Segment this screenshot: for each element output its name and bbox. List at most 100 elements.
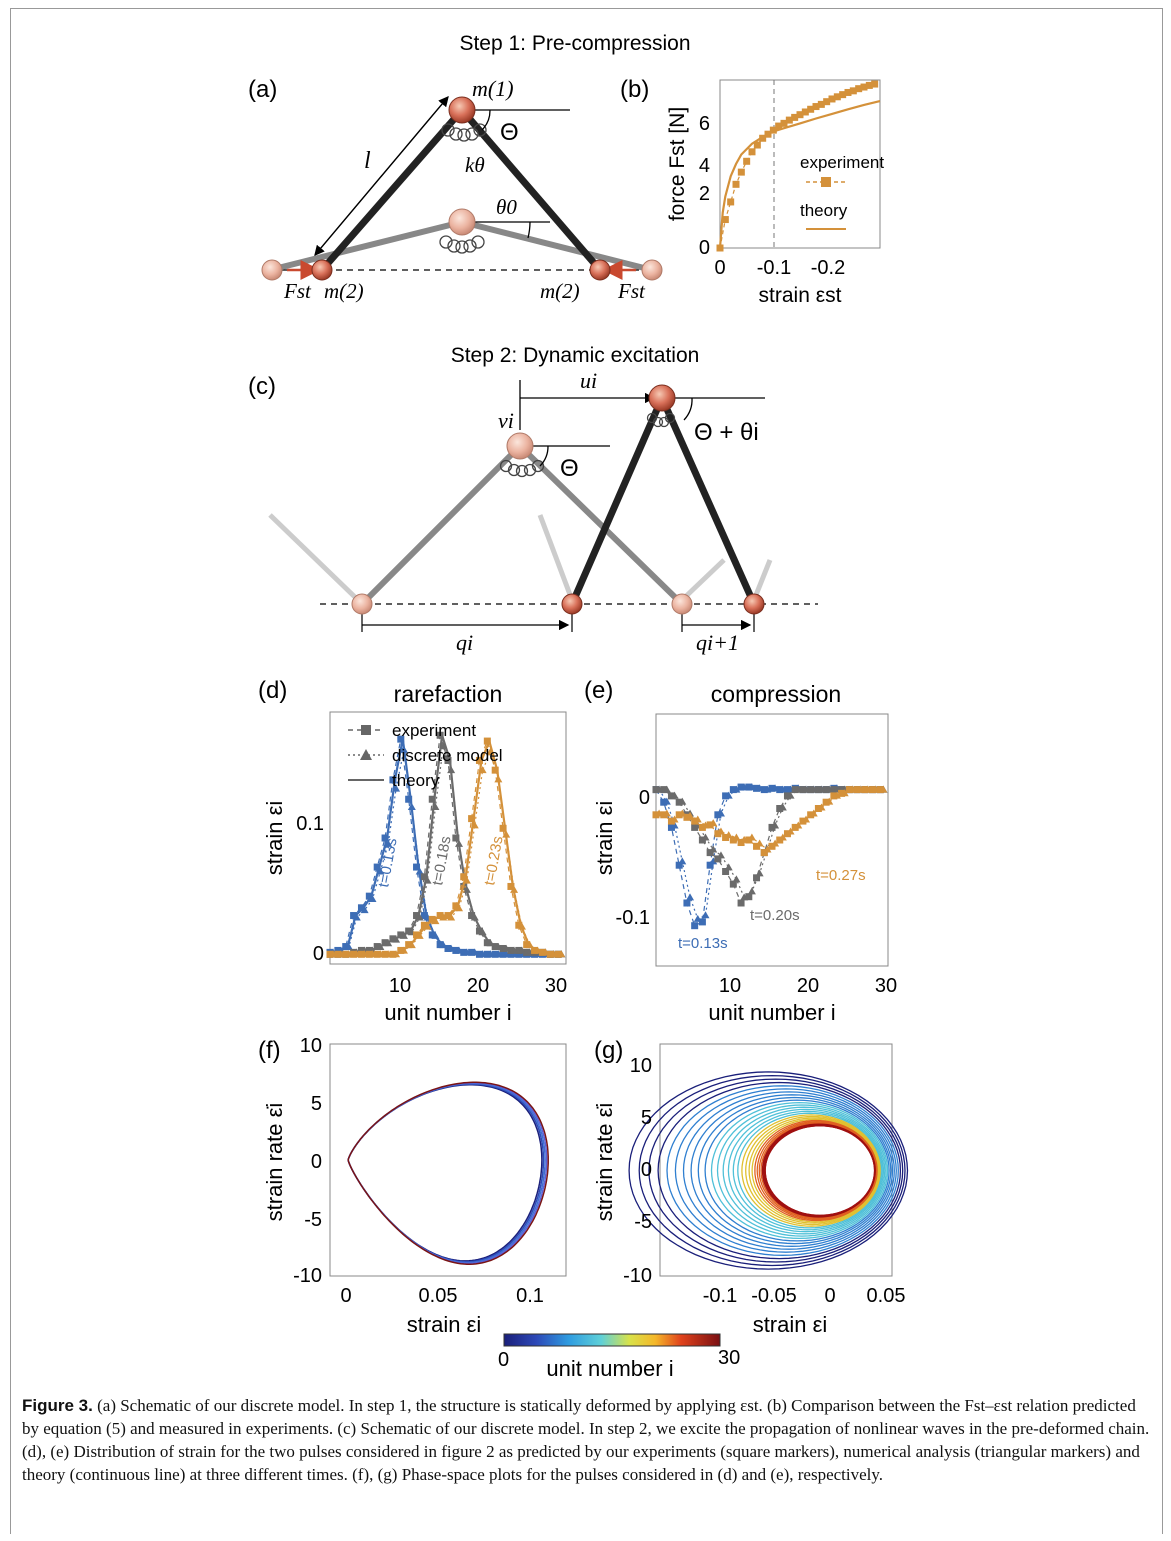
- chart-e-dm-point: [678, 797, 687, 805]
- chart-d-exp-point: [428, 931, 436, 939]
- chart-d-exp-point: [475, 756, 483, 764]
- chart-b-exp-point: [855, 85, 863, 93]
- chart-b-exp-point: [833, 93, 841, 101]
- chart-d-exp-point: [515, 921, 523, 929]
- chart-e-dm-point: [856, 785, 865, 793]
- chart-e-exp-point: [853, 786, 861, 794]
- chart-d: 0.1 0 10 20 30 unit number i strain εi e…: [262, 711, 567, 1025]
- chart-d-dm-point: [455, 946, 464, 954]
- chart-g-loop: [737, 1112, 882, 1229]
- chart-d-dm-point: [455, 904, 464, 912]
- chart-d-dm-point: [510, 885, 519, 893]
- chart-g-loop: [697, 1096, 892, 1245]
- panel-label-d: (d): [258, 677, 287, 704]
- chart-e-dm-point: [701, 833, 710, 841]
- chart-e-dm-point: [701, 911, 710, 919]
- chart-b-exp-point: [871, 80, 879, 88]
- chart-e-exp-point: [814, 805, 822, 812]
- chart-b-frame: [719, 79, 881, 249]
- chart-d-exp-point: [397, 735, 405, 743]
- chart-b-exp-point: [748, 148, 756, 156]
- chart-f-loop: [347, 1083, 545, 1263]
- chart-d-dm-point: [502, 950, 511, 958]
- chart-d-dm-point: [486, 747, 495, 755]
- chart-b-exp-point: [753, 141, 761, 149]
- chart-g-loop: [704, 1099, 890, 1242]
- chart-g-loop: [648, 1078, 904, 1263]
- colorbar-max: 30: [718, 1347, 740, 1369]
- chart-d-dm-point: [525, 941, 534, 949]
- chart-g-loop: [764, 1125, 876, 1217]
- chart-b-exp-point: [849, 87, 857, 95]
- chart-g-loop: [741, 1114, 881, 1227]
- chart-d-exp-point: [483, 737, 491, 745]
- chart-e-dm-point: [778, 785, 787, 793]
- chart-e-dm-point: [871, 785, 880, 793]
- chart-d-xtick-10: 10: [389, 975, 411, 997]
- chart-d-exp-point: [342, 950, 350, 958]
- chart-b-exp-point: [817, 100, 825, 108]
- chart-b-exp-point: [721, 216, 729, 224]
- chart-f-ytick-m10: -10: [293, 1265, 322, 1287]
- chart-g-ytick-0: 0: [641, 1159, 652, 1181]
- chart-d-dm-point: [439, 941, 448, 949]
- chart-b-exp-point: [839, 91, 847, 99]
- chart-d-exp-point: [436, 731, 444, 739]
- chart-e-exp-point: [876, 786, 884, 794]
- chart-e-ytick-m01: -0.1: [616, 907, 650, 929]
- chart-g-loop: [674, 1088, 897, 1253]
- chart-e-exp-point: [722, 868, 730, 875]
- chart-d-dm-point: [470, 913, 479, 921]
- chart-d-exp-point: [546, 950, 554, 958]
- chart-b-exp-point: [764, 130, 772, 138]
- chart-e-dm-point: [747, 833, 756, 841]
- chart-b-ytick-4: 4: [699, 155, 710, 177]
- chart-e-exp-point: [861, 786, 869, 794]
- chart-d-exp-point: [373, 863, 381, 871]
- chart-f: 10 5 0 -5 -10 0 0.05 0.1 strain εi strai…: [262, 1035, 567, 1337]
- chart-d-exp-point: [357, 946, 365, 954]
- chart-e-dm-point: [763, 845, 772, 853]
- label-v: vi: [498, 408, 514, 433]
- chart-d-exp-point: [334, 946, 342, 954]
- chart-d-title: rarefaction: [394, 681, 503, 707]
- chart-b-exp-point: [780, 119, 788, 127]
- chart-d-dm-point: [494, 942, 503, 950]
- chart-d-exp-point: [381, 950, 389, 958]
- chart-e-xtick-10: 10: [719, 975, 741, 997]
- chart-e-exp-point: [830, 792, 838, 800]
- chart-e-exp-point: [683, 813, 691, 821]
- chart-d-exp-point: [428, 795, 436, 803]
- chart-e-dm-point: [678, 857, 687, 865]
- chart-d-dm-point: [478, 766, 487, 774]
- chart-d-dm-point: [478, 928, 487, 936]
- chart-e-exp-point: [760, 786, 768, 794]
- colorbar-label: unit number i: [546, 1356, 673, 1381]
- chart-d-dm-point: [510, 946, 519, 954]
- chart-e-exp-line: [656, 789, 881, 854]
- chart-b-exp-point: [727, 198, 735, 206]
- chart-d-dm-point: [399, 745, 408, 753]
- chart-e-exp-point: [683, 899, 691, 907]
- chart-d-exp-point: [499, 950, 507, 958]
- chart-e-dm-point: [755, 869, 764, 877]
- chart-e-exp-point: [722, 792, 730, 800]
- chart-d-exp-point: [436, 912, 444, 920]
- chart-e-dm-point: [778, 803, 787, 811]
- chart-e-exp-point: [776, 786, 784, 794]
- chart-e-dm-point: [825, 797, 834, 805]
- chart-e-exp-point: [745, 893, 753, 901]
- chart-d-exp-point: [554, 950, 562, 958]
- chart-e-dm-point: [686, 893, 695, 901]
- schematic-a: m(1) Θ kθ l θ0 Fst m(2) m(2) Fst: [261, 76, 663, 303]
- chart-d-dm-point: [557, 950, 566, 958]
- chart-d-exp-point: [468, 815, 476, 823]
- chart-d-exp-point: [365, 946, 373, 954]
- chart-d-exp-point: [357, 904, 365, 912]
- chart-e-dm-point: [817, 785, 826, 793]
- chart-e-exp-point: [807, 811, 815, 819]
- chart-e-dm-point: [655, 809, 664, 817]
- chart-f-ytick-m5: -5: [304, 1209, 322, 1231]
- chart-d-dm-point: [384, 839, 393, 847]
- chart-d-dm-point: [407, 802, 416, 810]
